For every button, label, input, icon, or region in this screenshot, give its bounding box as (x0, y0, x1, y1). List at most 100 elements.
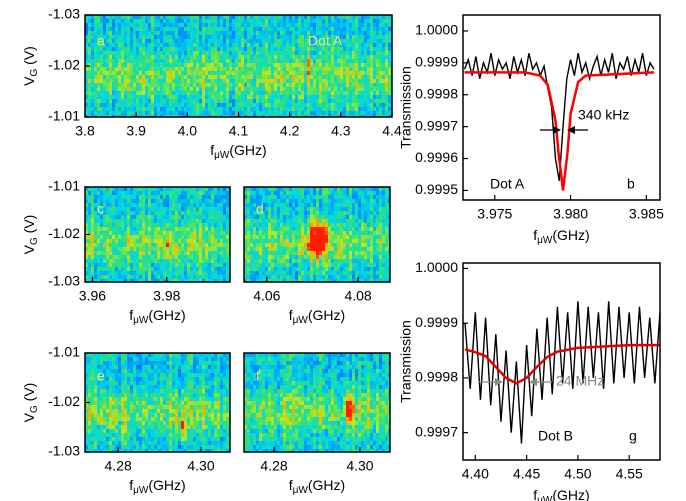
heatmap-cell (286, 19, 289, 23)
heatmap-cell (334, 231, 337, 235)
heatmap-cell (346, 251, 349, 255)
heatmap-cell (190, 63, 193, 67)
heatmap-cell (337, 211, 340, 215)
heatmap-cell (337, 215, 340, 219)
heatmap-cell (187, 251, 190, 255)
heatmap-cell (373, 243, 376, 247)
heatmap-cell (112, 219, 115, 223)
heatmap-cell (280, 55, 283, 59)
heatmap-cell (358, 19, 361, 23)
heatmap-cell (223, 19, 226, 23)
heatmap-cell (160, 19, 163, 23)
heatmap-cell (289, 191, 292, 195)
heatmap-cell (373, 107, 376, 111)
heatmap-cell (121, 39, 124, 43)
heatmap-cell (262, 51, 265, 55)
heatmap-cell (169, 111, 172, 115)
heatmap-cell (373, 263, 376, 267)
heatmap-cell (373, 275, 376, 279)
heatmap-cell (202, 35, 205, 39)
heatmap-cell (166, 255, 169, 259)
heatmap-cell (292, 219, 295, 223)
heatmap-cell (355, 259, 358, 263)
heatmap-cell (190, 275, 193, 279)
heatmap-cell (91, 211, 94, 215)
heatmap-cell (244, 59, 247, 63)
heatmap-cell (319, 215, 322, 219)
heatmap-cell (292, 51, 295, 55)
heatmap-cell (157, 39, 160, 43)
heatmap-cell (166, 35, 169, 39)
heatmap-cell (256, 95, 259, 99)
heatmap-cell (211, 263, 214, 267)
heatmap-cell (283, 59, 286, 63)
heatmap-cell (169, 207, 172, 211)
heatmap-cell (280, 103, 283, 107)
heatmap-cell (199, 27, 202, 31)
heatmap-cell (262, 59, 265, 63)
heatmap-cell (322, 263, 325, 267)
heatmap-cell (364, 195, 367, 199)
heatmap-cell (301, 263, 304, 267)
heatmap-cell (91, 47, 94, 51)
heatmap-cell (169, 23, 172, 27)
heatmap-cell (175, 199, 178, 203)
heatmap-cell (193, 75, 196, 79)
heatmap-cell (136, 23, 139, 27)
heatmap-cell (364, 111, 367, 115)
heatmap-cell (247, 67, 250, 71)
heatmap-cell (175, 59, 178, 63)
heatmap-cell (166, 199, 169, 203)
heatmap-cell (136, 43, 139, 47)
heatmap-cell (343, 75, 346, 79)
heatmap-cell (313, 203, 316, 207)
heatmap-cell (127, 79, 130, 83)
heatmap-cell (361, 91, 364, 95)
heatmap-cell (202, 51, 205, 55)
heatmap-cell (205, 103, 208, 107)
heatmap-cell (130, 99, 133, 103)
heatmap-cell (214, 207, 217, 211)
heatmap-cell (103, 95, 106, 99)
heatmap-cell (232, 55, 235, 59)
heatmap-cell (154, 243, 157, 247)
heatmap-cell (190, 27, 193, 31)
heatmap-cell (139, 35, 142, 39)
heatmap-cell (127, 27, 130, 31)
heatmap-cell (271, 243, 274, 247)
heatmap-cell (385, 27, 388, 31)
heatmap-cell (283, 275, 286, 279)
heatmap-cell (163, 55, 166, 59)
heatmap-cell (328, 51, 331, 55)
heatmap-cell (277, 107, 280, 111)
heatmap-cell (295, 239, 298, 243)
heatmap-cell (181, 91, 184, 95)
heatmap-cell (109, 91, 112, 95)
heatmap-cell (250, 243, 253, 247)
heatmap-cell (148, 107, 151, 111)
heatmap-cell (172, 251, 175, 255)
heatmap-cell (100, 231, 103, 235)
heatmap-cell (373, 271, 376, 275)
heatmap-cell (328, 251, 331, 255)
heatmap-cell (184, 91, 187, 95)
heatmap-cell (274, 259, 277, 263)
heatmap-cell (169, 239, 172, 243)
heatmap-cell (358, 35, 361, 39)
heatmap-cell (214, 63, 217, 67)
heatmap-cell (328, 235, 331, 239)
heatmap-cell (232, 83, 235, 87)
heatmap-cell (331, 223, 334, 227)
heatmap-cell (316, 87, 319, 91)
heatmap-cell (169, 43, 172, 47)
heatmap-cell (94, 251, 97, 255)
heatmap-cell (289, 51, 292, 55)
heatmap-cell (322, 191, 325, 195)
heatmap-cell (385, 19, 388, 23)
heatmap-cell (193, 191, 196, 195)
heatmap-cell (142, 215, 145, 219)
heatmap-cell (352, 275, 355, 279)
heatmap-cell (358, 99, 361, 103)
heatmap-cell (292, 195, 295, 199)
heatmap-cell (112, 215, 115, 219)
